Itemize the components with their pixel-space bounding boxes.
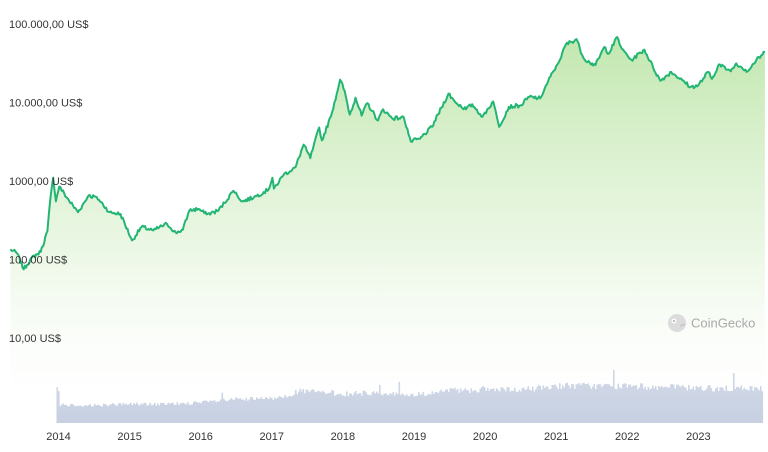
y-tick-label: 10,00 US$ [9,333,61,345]
x-tick-label: 2017 [260,431,284,443]
price-line [9,36,766,271]
x-tick-label: 2015 [117,431,141,443]
x-axis-labels: 2014 2015 2016 2017 2018 2019 2020 2021 2022 2023 [46,431,710,443]
x-tick-label: 2016 [188,431,212,443]
x-tick-label: 2018 [331,431,355,443]
coingecko-watermark: CoinGecko [668,314,755,332]
price-area [10,37,765,423]
x-tick-label: 2019 [402,431,426,443]
x-tick-label: 2022 [615,431,639,443]
y-tick-label: 10.000,00 US$ [9,98,82,110]
watermark-label: CoinGecko [691,316,755,331]
x-tick-label: 2021 [544,431,568,443]
price-area-fill [10,37,765,423]
x-tick-label: 2014 [46,431,70,443]
y-tick-label: 100,00 US$ [9,255,67,267]
y-tick-label: 100.000,00 US$ [9,19,89,31]
x-tick-label: 2023 [686,431,710,443]
x-tick-label: 2020 [473,431,497,443]
coingecko-logo-icon [668,314,686,332]
price-line-group [9,36,766,271]
y-tick-label: 1000,00 US$ [9,176,73,188]
y-axis-labels: 100.000,00 US$ 10.000,00 US$ 1000,00 US$ 10… [9,19,89,345]
